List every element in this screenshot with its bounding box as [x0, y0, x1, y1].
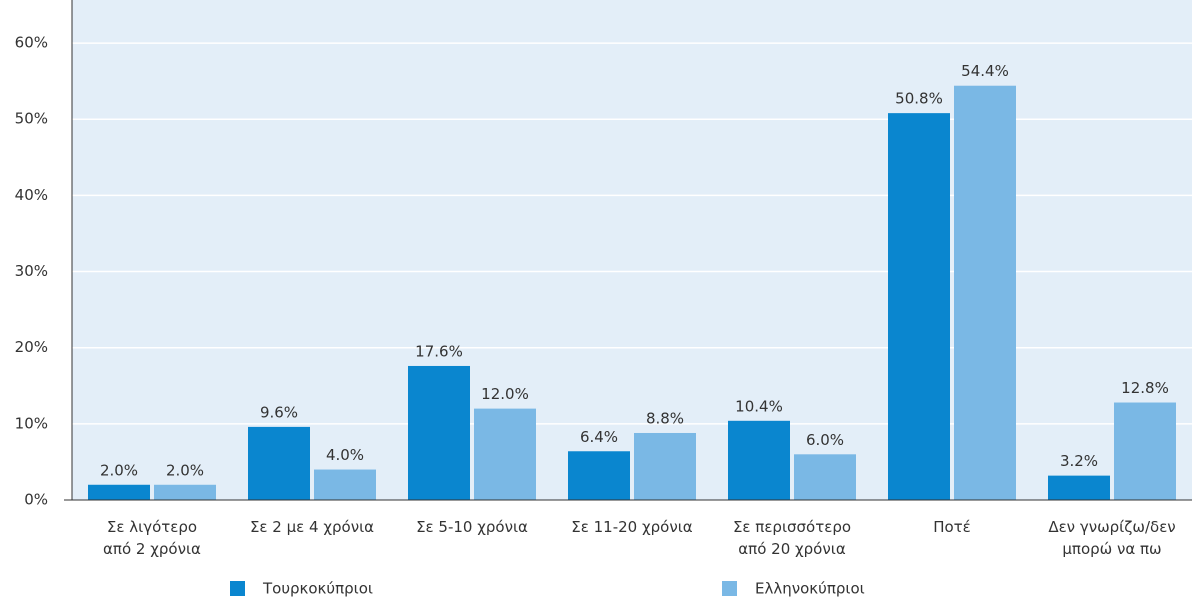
- bar: [474, 408, 536, 500]
- x-tick-label: Σε 2 με 4 χρόνια: [250, 518, 374, 536]
- x-tick-line: μπορώ να πω: [1062, 540, 1161, 558]
- value-label: 54.4%: [961, 62, 1009, 80]
- bar: [794, 454, 856, 500]
- bar: [1048, 475, 1110, 500]
- value-label: 8.8%: [646, 409, 684, 427]
- bar: [88, 484, 150, 500]
- y-tick-label: 0%: [24, 491, 48, 509]
- bar: [154, 484, 216, 500]
- value-label: 3.2%: [1060, 452, 1098, 470]
- value-label: 2.0%: [166, 461, 204, 479]
- x-tick-line: από 20 χρόνια: [738, 540, 846, 558]
- bar: [568, 451, 630, 500]
- bar: [1114, 402, 1176, 500]
- x-tick-label: Σε 11-20 χρόνια: [571, 518, 693, 536]
- x-tick-label: Ποτέ: [933, 518, 971, 536]
- bar: [314, 469, 376, 500]
- x-tick-line: Δεν γνωρίζω/δεν: [1048, 518, 1175, 536]
- x-tick-line: Σε περισσότερο: [733, 518, 851, 536]
- legend-swatch: [230, 581, 245, 596]
- bar: [408, 365, 470, 500]
- x-tick-line: Σε λιγότερο: [107, 518, 197, 536]
- x-tick-line: Σε 11-20 χρόνια: [571, 518, 693, 536]
- value-label: 12.0%: [481, 385, 529, 403]
- x-tick-label: Σε λιγότερο από 2 χρόνια: [103, 518, 201, 558]
- bar: [248, 426, 310, 500]
- value-label: 17.6%: [415, 342, 463, 360]
- x-tick-line: Σε 2 με 4 χρόνια: [250, 518, 374, 536]
- x-tick-label: Σε περισσότερο από 20 χρόνια: [733, 518, 851, 558]
- value-label: 10.4%: [735, 397, 783, 415]
- value-label: 4.0%: [326, 446, 364, 464]
- value-label: 9.6%: [260, 403, 298, 421]
- x-tick-label: Δεν γνωρίζω/δεν μπορώ να πω: [1048, 518, 1175, 558]
- bar: [888, 113, 950, 500]
- legend-swatch: [722, 581, 737, 596]
- y-tick-label: 60%: [15, 34, 48, 52]
- y-tick-label: 20%: [15, 338, 48, 356]
- legend-label: Ελληνοκύπριοι: [755, 580, 865, 598]
- y-tick-label: 50%: [15, 110, 48, 128]
- x-tick-line: Ποτέ: [933, 518, 971, 536]
- x-tick-label: Σε 5-10 χρόνια: [416, 518, 528, 536]
- y-tick-label: 10%: [15, 414, 48, 432]
- value-label: 2.0%: [100, 461, 138, 479]
- value-label: 12.8%: [1121, 379, 1169, 397]
- bar: [954, 85, 1016, 500]
- x-tick-line: από 2 χρόνια: [103, 540, 201, 558]
- value-label: 6.0%: [806, 431, 844, 449]
- value-label: 6.4%: [580, 428, 618, 446]
- legend-label: Τουρκοκύπριοι: [262, 580, 373, 598]
- y-tick-label: 30%: [15, 262, 48, 280]
- plot-area: [72, 0, 1192, 500]
- bar: [634, 432, 696, 500]
- y-tick-label: 40%: [15, 186, 48, 204]
- x-tick-line: Σε 5-10 χρόνια: [416, 518, 528, 536]
- value-label: 50.8%: [895, 90, 943, 108]
- bar: [728, 420, 790, 500]
